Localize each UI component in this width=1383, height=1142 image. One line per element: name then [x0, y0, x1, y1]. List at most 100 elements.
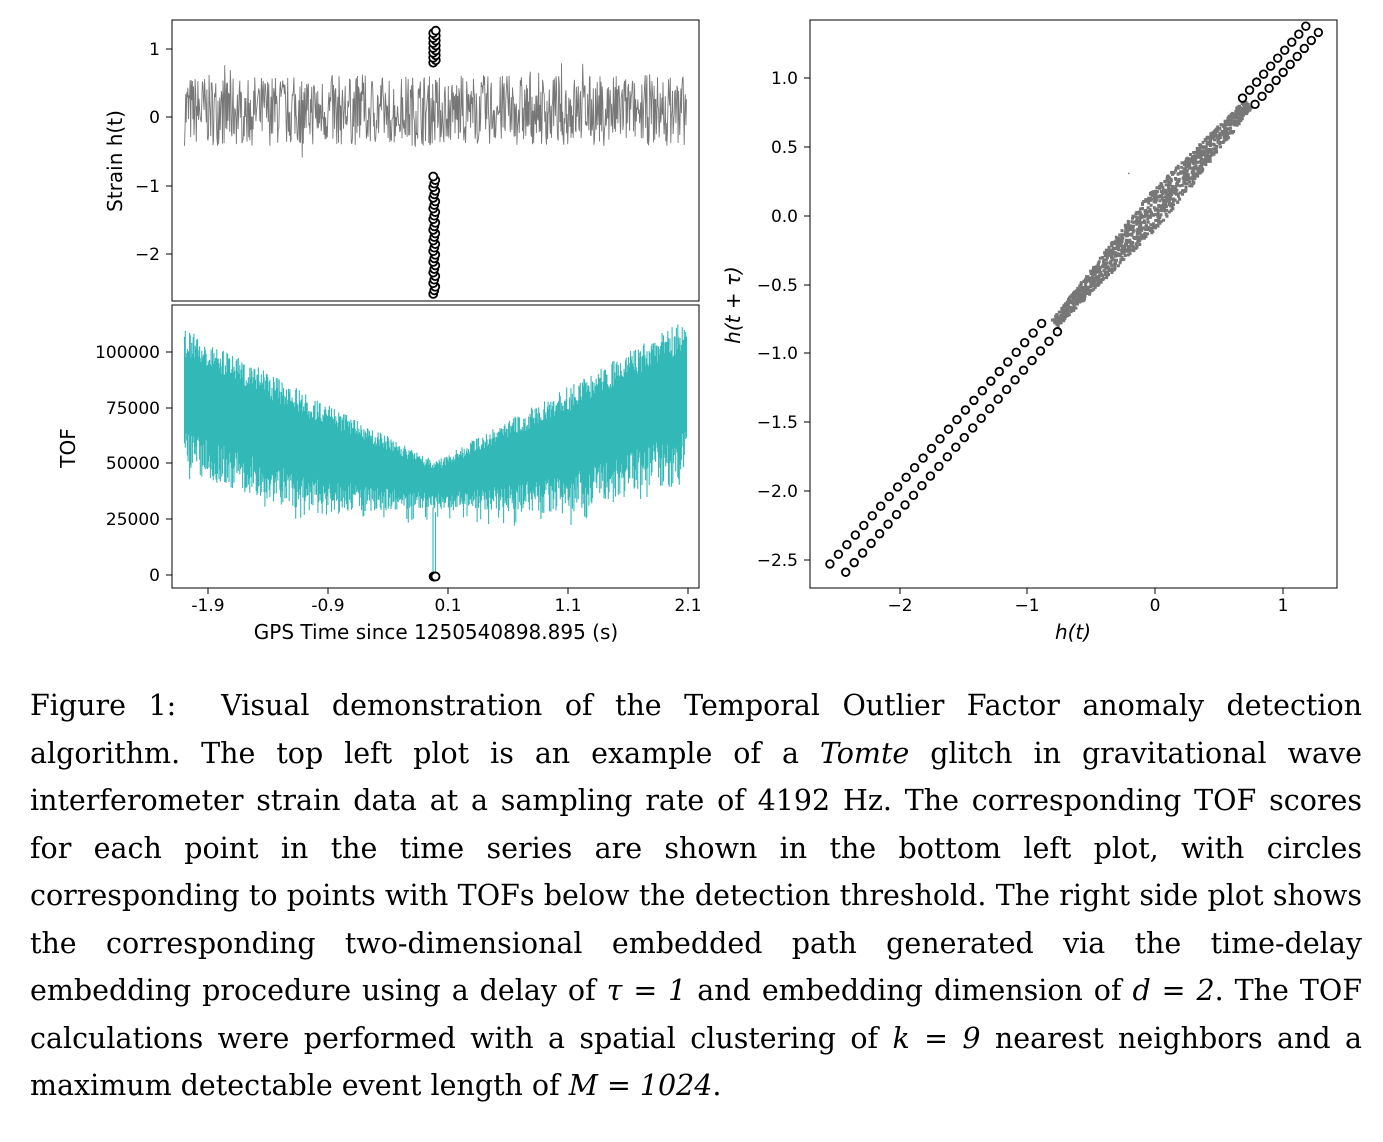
embedding-outlier-point: [976, 413, 986, 424]
embedding-outlier-point: [1250, 99, 1260, 110]
embedding-outlier-point: [1292, 51, 1302, 62]
embedding-outlier-point: [968, 423, 978, 433]
embedding-outlier-point: [876, 501, 886, 511]
embedding-ytick: 0.0: [771, 207, 798, 227]
embedding-y-ticks: 1.0 0.5 0.0 −0.5 −1.0 −1.5 −2.0 −2.5: [757, 69, 810, 571]
caption-text: .: [712, 1069, 722, 1102]
embedding-xtick: 0: [1150, 596, 1161, 616]
embedding-outlier-point: [1257, 91, 1267, 102]
embedding-outlier-point: [1258, 69, 1269, 79]
tof-line: [183, 324, 688, 577]
embedding-ytick: 0.5: [771, 138, 798, 158]
embedding-outlier-point: [993, 394, 1003, 404]
embedding-y-label: h(t + τ): [721, 266, 745, 344]
tof-y-ticks: 100000 75000 50000 25000 0: [95, 343, 172, 586]
embedding-outlier-point: [984, 404, 995, 414]
embedding-outlier-point: [1294, 29, 1304, 39]
embedding-outlier-point: [918, 453, 928, 463]
tof-ytick: 25000: [106, 510, 160, 530]
tof-ytick: 100000: [95, 343, 160, 363]
embedding-outlier-point: [934, 461, 944, 472]
embedding-outlier-point: [1019, 337, 1030, 348]
caption-emphasis: Tomte: [819, 736, 910, 770]
embedding-outlier-point: [1035, 346, 1046, 356]
strain-outlier-point: [428, 171, 439, 182]
embedding-outlier-point: [1237, 93, 1248, 103]
strain-ytick: 1: [149, 40, 160, 60]
embedding-outlier-point: [874, 529, 885, 539]
embedding-outlier-point: [1010, 375, 1020, 385]
embedding-outlier-point: [1251, 77, 1262, 87]
strain-outlier-circles: [428, 25, 441, 299]
embedding-outlier-point: [1052, 327, 1063, 337]
embedding-xtick: −1: [1014, 596, 1039, 616]
embedding-outlier-point: [925, 471, 936, 481]
embedding-outlier-point: [926, 443, 937, 454]
figure: 1 0 −1 −2 Strain h(t) 100000 75000 50000…: [56, 19, 1338, 644]
embedding-outlier-point: [994, 366, 1004, 377]
tof-ytick: 75000: [106, 399, 160, 419]
embedding-ytick: 1.0: [771, 69, 798, 89]
embedding-outlier-point: [1285, 59, 1295, 70]
caption-text: . The TOF calculations were performed wi…: [30, 974, 1362, 1055]
embedding-outlier-point: [859, 520, 869, 531]
embedding-outlier-point: [841, 567, 851, 577]
strain-ytick: 0: [149, 108, 160, 128]
embedding-xtick: 1: [1278, 596, 1289, 616]
embedding-outlier-point: [909, 463, 920, 473]
embedding-outlier-point: [833, 549, 844, 559]
caption-text: glitch in gravitational wave interferome…: [30, 736, 1362, 1008]
embedding-outlier-point: [891, 509, 902, 520]
tof-outlier-circles: [428, 571, 441, 582]
caption-label: Figure 1:: [30, 689, 177, 722]
embedding-outlier-point: [900, 500, 910, 510]
tof-xtick: -1.9: [191, 596, 224, 616]
caption-text: and embedding dimension of: [686, 974, 1133, 1007]
embedding-outlier-point: [850, 530, 861, 540]
tof-x-label: GPS Time since 1250540898.895 (s): [254, 620, 618, 644]
embedding-xtick: −2: [887, 596, 912, 616]
embedding-plot-frame: [809, 19, 1338, 589]
tof-plot-frame: [171, 304, 700, 589]
embedding-x-ticks: −2 −1 0 1: [887, 588, 1288, 616]
embedding-outlier-point: [866, 538, 876, 549]
strain-ytick: −2: [135, 245, 160, 265]
strain-plot-frame: [171, 19, 700, 302]
tof-panel: 100000 75000 50000 25000 0 -1.9 -0.9 0.1…: [56, 304, 702, 644]
embedding-outlier-point: [1028, 328, 1038, 338]
figure-caption: Figure 1: Visual demonstration of the Te…: [30, 682, 1362, 1110]
embedding-outlier-point: [1278, 67, 1288, 78]
embedding-outlier-point: [1299, 43, 1309, 54]
embedding-outlier-point: [1044, 336, 1054, 347]
embedding-outlier-point: [883, 519, 893, 529]
embedding-outlier-point: [892, 482, 903, 492]
embedding-outlier-point: [1036, 318, 1047, 329]
embedding-outlier-point: [1313, 27, 1324, 38]
strain-outlier-point: [430, 25, 441, 36]
embedding-outlier-circles: [825, 21, 1324, 577]
embedding-outlier-point: [884, 491, 894, 502]
embedding-outlier-point: [942, 452, 953, 462]
caption-math-tau: τ = 1: [606, 974, 687, 1007]
embedding-outlier-point: [951, 442, 961, 452]
embedding-outlier-point: [1264, 83, 1274, 94]
tof-x-ticks: -1.9 -0.9 0.1 1.1 2.1: [191, 588, 702, 616]
caption-text: Visual demonstration of the Temporal Out…: [30, 689, 1363, 770]
tof-outlier-point: [430, 571, 441, 582]
embedding-ytick: −1.5: [757, 413, 798, 433]
embedding-outlier-point: [917, 480, 927, 491]
embedding-outlier-point: [1011, 347, 1021, 357]
embedding-outlier-point: [1018, 365, 1029, 375]
embedding-ytick: −1.0: [757, 344, 798, 364]
embedding-outlier-point: [960, 405, 971, 415]
embedding-panel: 1.0 0.5 0.0 −0.5 −1.0 −1.5 −2.0 −2.5 −2 …: [721, 19, 1338, 644]
embedding-outlier-point: [969, 395, 979, 406]
embedding-outlier-point: [943, 424, 954, 434]
embedding-ytick: −2.0: [757, 482, 798, 502]
embedding-stray-point: [1127, 172, 1130, 175]
embedding-ytick: −2.5: [757, 551, 798, 571]
embedding-outlier-point: [1287, 37, 1297, 47]
embedding-path: [1050, 100, 1253, 328]
embedding-outlier-point: [952, 414, 962, 425]
embedding-outlier-point: [867, 511, 877, 521]
